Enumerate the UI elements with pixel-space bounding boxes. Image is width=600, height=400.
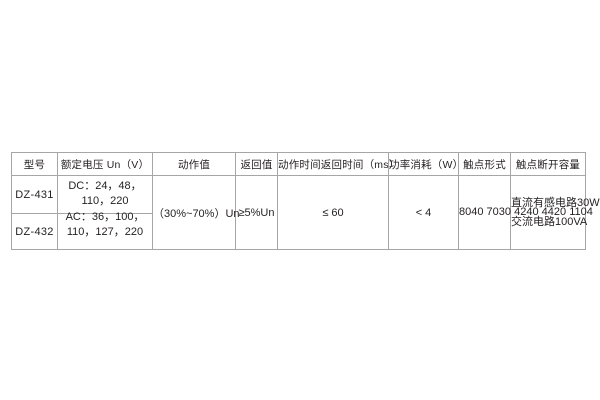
cell-pickup-value: （30%~70%）Un	[152, 175, 240, 250]
contact-form-item: 4420	[541, 205, 567, 218]
cell-dropout-value: ≥5%Un	[235, 175, 278, 250]
relay-specification-table: 型号 额定电压 Un（V） 动作值 返回值 动作时间返回时间（ms） 功率消耗（…	[11, 152, 600, 250]
cell-voltage-dc: DC：24，48，110，220	[57, 175, 153, 214]
cell-capacity-values: 直流有感电路30W 交流电路100VA	[510, 175, 600, 250]
column-header-power: 功率消耗（W）	[388, 152, 463, 176]
cell-model-dz431: DZ-431	[11, 175, 58, 214]
column-header-contact-form: 触点形式	[458, 152, 511, 176]
contact-form-item: 4240	[514, 205, 539, 218]
column-header-voltage: 额定电压 Un（V）	[57, 152, 153, 176]
contact-form-item: 8040	[459, 205, 484, 218]
capacity-item-dc: 直流有感电路30W	[511, 196, 600, 209]
contact-form-item: 7030	[486, 205, 512, 218]
contact-form-item: 1104	[569, 205, 593, 218]
cell-contact-form-values: 8040 7030 4240 4420 1104	[458, 175, 593, 250]
cell-voltage-ac: AC：36，100，110，127，220	[57, 211, 153, 250]
voltage-dc-text: DC：24，48，110，220	[68, 180, 142, 207]
column-header-model: 型号	[11, 152, 58, 176]
column-header-timing: 动作时间返回时间（ms）	[277, 152, 399, 176]
column-header-dropout: 返回值	[235, 152, 278, 176]
cell-power-value: < 4	[388, 175, 459, 250]
column-header-pickup: 动作值	[152, 152, 236, 176]
column-header-capacity: 触点断开容量	[510, 152, 586, 176]
capacity-item-ac: 交流电路100VA	[511, 215, 588, 228]
cell-model-dz432: DZ-432	[11, 213, 58, 250]
specification-table-container: 型号 额定电压 Un（V） 动作值 返回值 动作时间返回时间（ms） 功率消耗（…	[11, 152, 600, 250]
voltage-ac-text: AC：36，100，110，127，220	[65, 211, 145, 238]
cell-timing-value: ≤ 60	[277, 175, 389, 250]
table-header-row: 型号 额定电压 Un（V） 动作值 返回值 动作时间返回时间（ms） 功率消耗（…	[11, 152, 586, 176]
table-row: DZ-431 DC：24，48，110，220 （30%~70%）Un ≥5%U…	[11, 175, 600, 250]
